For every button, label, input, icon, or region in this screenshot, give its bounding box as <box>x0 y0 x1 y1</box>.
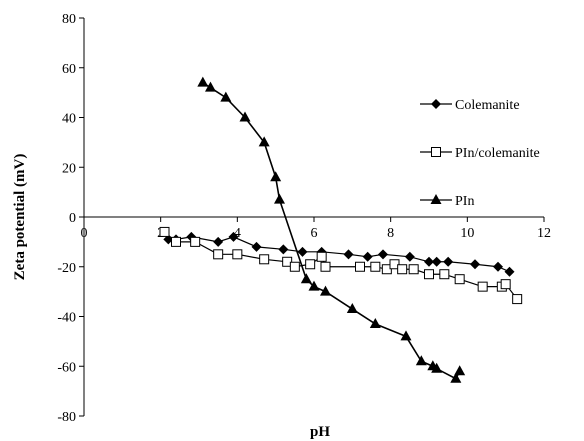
data-point <box>454 274 465 285</box>
y-tick-label: 0 <box>69 211 76 226</box>
data-point <box>477 281 488 292</box>
legend-marker <box>431 147 441 157</box>
data-point <box>197 76 209 87</box>
legend-label: PIn/colemanite <box>455 146 540 161</box>
data-point <box>369 317 381 328</box>
data-point <box>408 264 419 275</box>
data-point <box>213 236 224 247</box>
legend-marker <box>430 194 442 204</box>
data-point <box>220 91 232 102</box>
x-tick-label: 4 <box>234 226 241 241</box>
data-point <box>404 251 415 262</box>
data-point <box>320 261 331 272</box>
legend: Colemanite PIn/colemanite PIn <box>420 98 540 209</box>
data-point <box>439 269 450 280</box>
y-tick-label: 20 <box>62 161 76 176</box>
data-point <box>378 249 388 260</box>
data-point <box>424 269 434 280</box>
data-point <box>400 330 412 341</box>
legend-label: PIn <box>455 194 474 209</box>
series-line <box>202 82 461 380</box>
data-point <box>343 249 354 260</box>
data-point <box>259 254 270 265</box>
data-point <box>239 111 251 122</box>
x-tick-label: 8 <box>387 226 394 241</box>
data-point <box>424 256 434 267</box>
data-point <box>316 251 327 262</box>
data-point <box>258 136 270 147</box>
y-tick-label: -60 <box>57 360 76 375</box>
legend-label: Colemanite <box>455 98 520 113</box>
data-point <box>228 231 239 242</box>
y-tick-label: 60 <box>62 62 76 77</box>
data-point <box>305 259 316 270</box>
y-tick-label: 80 <box>62 12 76 27</box>
data-point <box>251 241 262 252</box>
data-point <box>190 236 201 247</box>
y-axis-title: Zeta potential (mV) <box>12 154 28 281</box>
data-point <box>159 226 170 237</box>
data-point <box>450 372 462 383</box>
x-tick-label: 12 <box>537 226 551 241</box>
data-point <box>274 193 285 204</box>
data-point <box>470 259 480 270</box>
y-tick-label: 40 <box>62 112 76 127</box>
data-point <box>362 251 373 262</box>
x-tick-label: 10 <box>460 226 474 241</box>
data-point <box>493 261 503 272</box>
data-point <box>300 273 312 284</box>
data-point <box>278 244 289 255</box>
data-point <box>397 264 408 275</box>
data-point <box>205 81 216 92</box>
data-point <box>308 280 320 291</box>
y-axis-ticks: -80 -60 -40 -20 0 20 40 60 80 <box>57 12 84 425</box>
data-point <box>297 246 308 257</box>
data-point <box>431 256 442 267</box>
legend-item-pin: PIn <box>420 194 474 209</box>
data-point <box>431 362 443 373</box>
data-point <box>346 303 358 314</box>
data-point <box>443 256 454 267</box>
series-layer <box>159 76 523 383</box>
data-point <box>415 355 427 366</box>
data-point <box>504 266 515 277</box>
y-tick-label: -80 <box>57 410 76 425</box>
data-point <box>454 365 466 376</box>
series-pin <box>197 76 466 383</box>
x-axis-ticks: 024681012 <box>81 217 551 241</box>
data-point <box>355 261 365 272</box>
x-tick-label: 0 <box>81 226 88 241</box>
data-point <box>370 261 381 272</box>
data-point <box>500 279 511 290</box>
y-tick-label: -20 <box>57 261 76 276</box>
data-point <box>270 171 282 182</box>
data-point <box>171 236 181 247</box>
legend-marker <box>431 99 441 109</box>
data-point <box>213 249 224 260</box>
legend-item-pin-colemanite: PIn/colemanite <box>420 146 540 161</box>
data-point <box>232 249 243 260</box>
series-pin-colemanite <box>159 226 523 305</box>
data-point <box>512 294 523 305</box>
x-axis-title: pH <box>310 424 330 440</box>
data-point <box>320 285 331 296</box>
x-tick-label: 6 <box>311 226 318 241</box>
y-tick-label: -40 <box>57 311 76 326</box>
legend-item-colemanite: Colemanite <box>420 98 520 113</box>
data-point <box>289 261 300 272</box>
